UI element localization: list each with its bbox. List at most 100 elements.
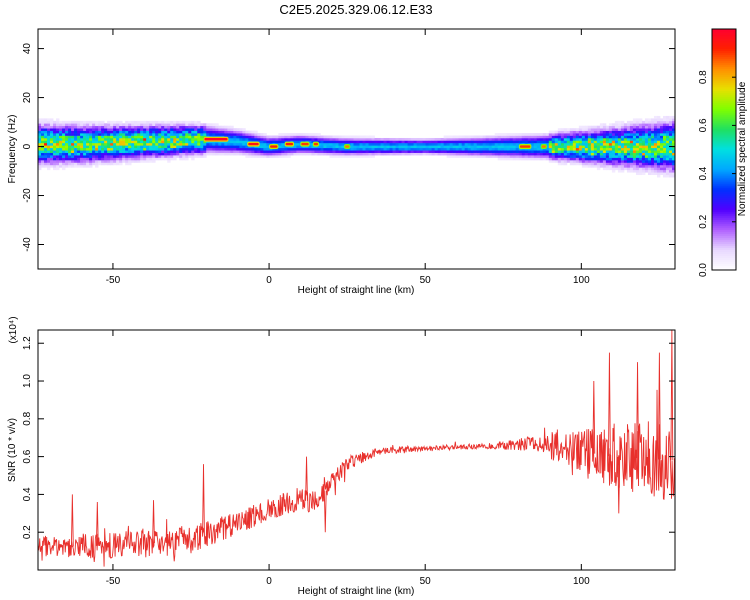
heatmap-cell — [185, 133, 189, 136]
heatmap-cell — [125, 145, 129, 149]
heatmap-cell — [200, 150, 204, 153]
heatmap-cell — [672, 157, 676, 161]
heatmap-cell — [629, 162, 634, 166]
heatmap-cell — [653, 137, 658, 141]
heatmap-cell — [125, 142, 129, 146]
heatmap-cell — [149, 157, 153, 161]
heatmap-cell — [515, 152, 520, 156]
heatmap-cell — [530, 145, 535, 149]
heatmap-cell — [203, 155, 207, 158]
heatmap-cell — [137, 157, 141, 161]
heatmap-cell — [62, 120, 66, 124]
heatmap-cell — [605, 133, 610, 136]
heatmap-cell — [41, 155, 45, 158]
heatmap-cell — [98, 147, 102, 151]
heatmap-cell — [458, 150, 463, 153]
heatmap-cell — [80, 128, 84, 131]
heatmap-cell — [89, 160, 93, 163]
heatmap-cell — [665, 140, 670, 144]
heatmap-cell — [476, 142, 481, 146]
heatmap-cell — [449, 152, 454, 156]
heatmap-cell — [560, 160, 565, 163]
heatmap-cell — [59, 164, 63, 168]
heatmap-cell — [620, 169, 625, 173]
heatmap-cell — [572, 133, 577, 136]
heatmap-cell — [641, 133, 646, 136]
heatmap-cell — [461, 140, 466, 144]
heatmap-cell — [59, 150, 63, 153]
heatmap-cell — [38, 164, 42, 168]
heatmap-cell — [44, 118, 48, 122]
heatmap-cell — [155, 142, 159, 146]
heatmap-cell — [272, 150, 276, 153]
heatmap-cell — [101, 133, 105, 136]
heatmap-cell — [551, 142, 556, 146]
heatmap-cell — [644, 135, 649, 139]
heatmap-cell — [143, 142, 147, 146]
heatmap-cell — [626, 123, 631, 127]
heatmap-cell — [521, 157, 526, 161]
heatmap-cell — [62, 147, 66, 151]
heatmap-cell — [179, 137, 183, 141]
heatmap-cell — [335, 137, 339, 141]
heatmap-cell — [194, 128, 198, 131]
snr-y-ticks: 0.20.40.60.81.01.2 — [22, 336, 675, 539]
heatmap-cell — [50, 123, 54, 127]
heatmap-cell — [77, 145, 81, 149]
heatmap-cell — [620, 150, 625, 153]
heatmap-cell — [116, 133, 120, 136]
heatmap-cell — [488, 155, 493, 158]
heatmap-cell — [80, 157, 84, 161]
heatmap-cell — [626, 167, 631, 171]
heatmap-cell — [440, 147, 445, 151]
heatmap-cell — [230, 145, 234, 149]
heatmap-cell — [521, 135, 526, 139]
heatmap-cell — [572, 150, 577, 153]
heatmap-cell — [341, 135, 345, 139]
heatmap-cell — [653, 130, 658, 134]
heatmap-cell — [602, 155, 607, 158]
heatmap-cell — [122, 125, 126, 129]
heatmap-cell — [629, 130, 634, 134]
heatmap-cell — [653, 145, 658, 149]
heatmap-cell — [672, 155, 676, 158]
heatmap-cell — [362, 145, 366, 149]
heatmap-cell — [65, 130, 69, 134]
heatmap-cell — [644, 162, 649, 166]
heatmap-cell — [656, 147, 661, 151]
heatmap-cell — [557, 155, 562, 158]
heatmap-cell — [161, 130, 165, 134]
heatmap-cell — [281, 155, 285, 158]
colorbar-step — [712, 47, 736, 50]
heatmap-cell — [569, 130, 574, 134]
colorbar-step — [712, 91, 736, 94]
heatmap-cell — [38, 167, 42, 171]
heatmap-cell — [488, 140, 493, 144]
heatmap-cell — [296, 142, 300, 146]
heatmap-cell — [302, 150, 306, 153]
heatmap-cell — [641, 172, 646, 176]
heatmap-cell — [83, 130, 87, 134]
heatmap-cell — [104, 160, 108, 163]
heatmap-cell — [659, 125, 664, 129]
heatmap-cell — [149, 140, 153, 144]
heatmap-cell — [608, 147, 613, 151]
heatmap-cell — [92, 130, 96, 134]
heatmap-cell — [485, 137, 490, 141]
heatmap-cell — [176, 147, 180, 151]
heatmap-cell — [521, 133, 526, 136]
heatmap-cell — [155, 130, 159, 134]
colorbar-step — [712, 179, 736, 183]
heatmap-cell — [182, 142, 186, 146]
heatmap-cell — [218, 130, 222, 134]
heatmap-cell — [419, 137, 423, 141]
heatmap-cell — [482, 140, 487, 144]
heatmap-cell — [611, 123, 616, 127]
heatmap-cell — [512, 133, 517, 136]
heatmap-cell — [260, 133, 264, 136]
heatmap-cell — [662, 172, 667, 176]
heatmap-cell — [374, 142, 378, 146]
heatmap-cell — [395, 150, 399, 153]
heatmap-cell — [665, 174, 670, 178]
heatmap-cell — [140, 150, 144, 153]
